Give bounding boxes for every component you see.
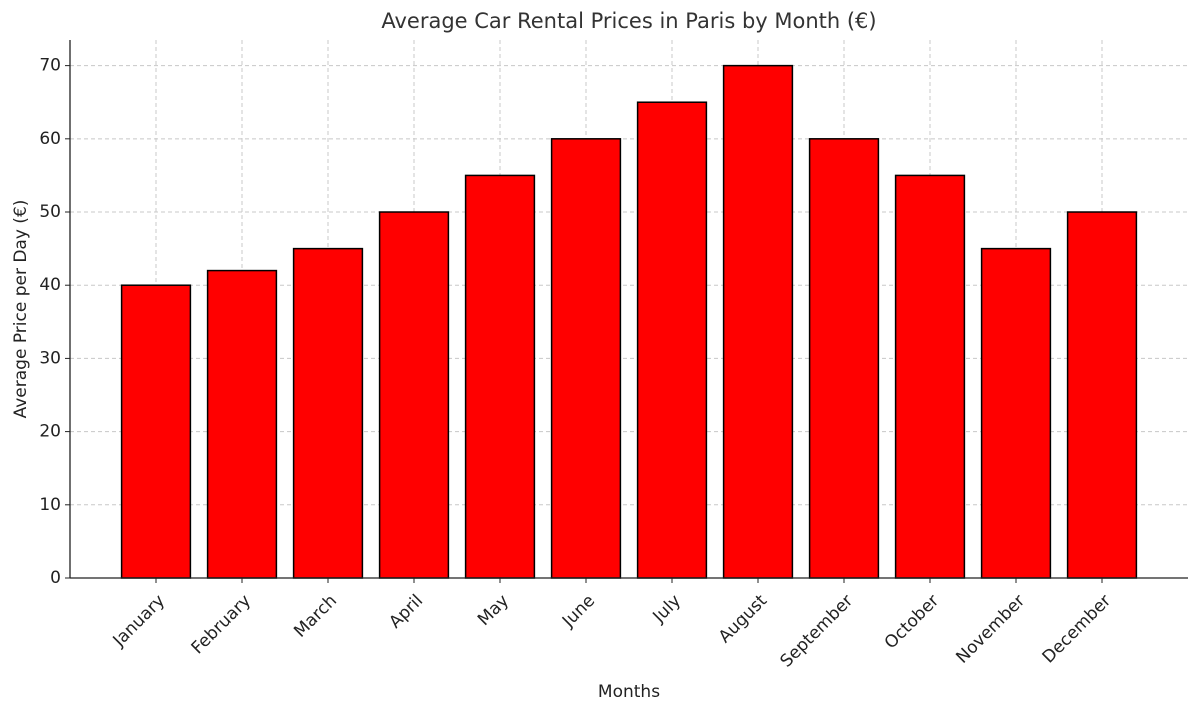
y-tick-label: 20: [39, 422, 61, 442]
y-tick-label: 60: [39, 129, 61, 149]
x-tick-label: February: [188, 591, 255, 658]
y-tick-label: 40: [39, 275, 61, 295]
chart-title: Average Car Rental Prices in Paris by Mo…: [381, 9, 876, 33]
bar: [808, 138, 880, 579]
x-tick-label: January: [109, 591, 169, 651]
bar: [292, 247, 364, 579]
x-tick-label: November: [952, 591, 1029, 668]
x-tick-label: June: [558, 591, 599, 632]
bar: [120, 284, 192, 579]
x-tick-label: September: [776, 591, 857, 672]
bar: [722, 64, 794, 579]
bar: [464, 174, 536, 579]
x-tick-label: July: [649, 591, 685, 627]
y-tick-label: 0: [50, 568, 61, 588]
x-axis-label: Months: [598, 682, 660, 702]
bar: [636, 101, 708, 579]
y-tick-label: 30: [39, 348, 61, 368]
y-tick-label: 50: [39, 202, 61, 222]
x-tick-label: May: [474, 591, 513, 630]
bar: [550, 138, 622, 579]
bar: [206, 269, 278, 579]
x-tick-label: April: [385, 591, 427, 633]
y-tick-label: 10: [39, 495, 61, 515]
y-tick-label: 70: [39, 56, 61, 76]
bar: [980, 247, 1052, 579]
x-tick-label: March: [290, 591, 341, 642]
x-tick-label: August: [715, 591, 771, 647]
x-tick-label: October: [881, 591, 943, 653]
x-tick-label: December: [1039, 591, 1115, 667]
bar: [378, 211, 450, 579]
y-axis-label: Average Price per Day (€): [11, 200, 31, 419]
bar: [1066, 211, 1138, 579]
bar: [894, 174, 966, 579]
